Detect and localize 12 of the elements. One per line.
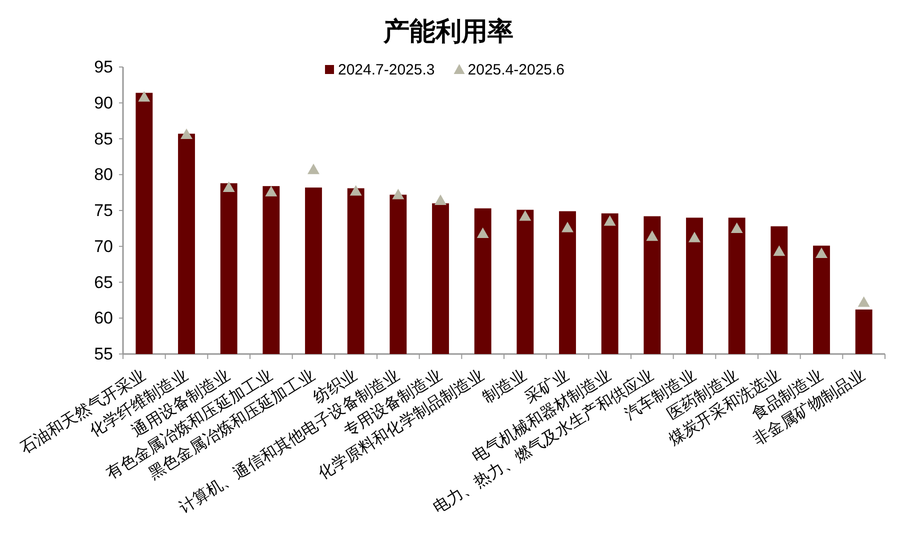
y-tick-label: 80 [94,165,113,184]
y-tick-label: 95 [94,58,113,76]
y-tick-label: 60 [94,308,113,328]
y-tick-label: 65 [94,272,113,292]
chart-title: 产能利用率 [382,17,514,46]
y-tick-label: 85 [94,129,113,148]
y-tick-label: 90 [94,93,113,112]
y-tick-label: 55 [94,344,113,364]
y-tick-label: 75 [94,201,113,220]
legend-label: 2025.4-2025.6 [468,62,565,78]
legend-label: 2024.7-2025.3 [338,62,435,78]
y-tick-label: 70 [94,236,113,256]
